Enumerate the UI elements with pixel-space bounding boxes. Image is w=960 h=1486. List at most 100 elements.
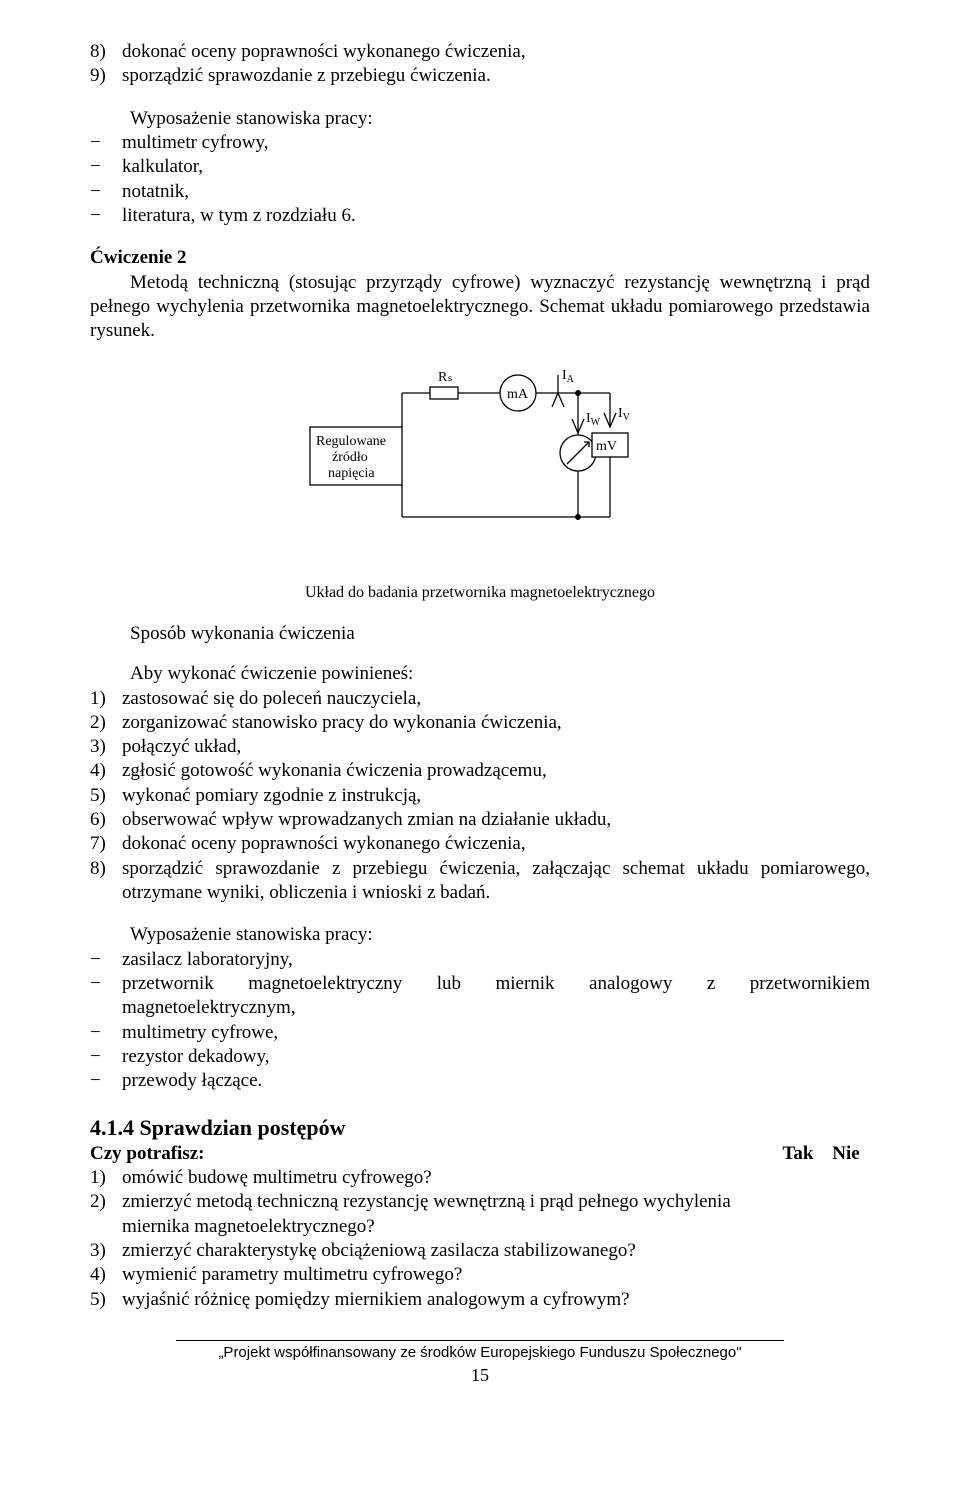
diagram-source-line1: Regulowane — [316, 434, 386, 449]
list-text: multimetry cyfrowe, — [122, 1021, 278, 1045]
list-number: 1) — [90, 1166, 122, 1190]
czy-label: Czy potrafisz: — [90, 1142, 774, 1166]
list-item: 8)sporządzić sprawozdanie z przebiegu ćw… — [90, 857, 870, 906]
list-text: dokonać oceny poprawności wykonanego ćwi… — [122, 832, 526, 856]
list-item: −multimetry cyfrowe, — [90, 1021, 870, 1045]
list-number: 9) — [90, 64, 122, 88]
list-item: 2)zorganizować stanowisko pracy do wykon… — [90, 711, 870, 735]
footer-text: „Projekt współfinansowany ze środków Eur… — [90, 1343, 870, 1362]
check-row: 3) zmierzyć charakterystykę obciążeniową… — [90, 1239, 870, 1263]
check-rows: 1) omówić budowę multimetru cyfrowego? 2… — [90, 1166, 870, 1312]
list-item: 7)dokonać oceny poprawności wykonanego ć… — [90, 832, 870, 856]
page-footer: „Projekt współfinansowany ze środków Eur… — [90, 1340, 870, 1387]
checkbox-icon — [791, 1218, 805, 1232]
dash-icon: − — [90, 180, 122, 204]
tak-label: Tak — [774, 1142, 822, 1166]
list-item: − notatnik, — [90, 180, 870, 204]
footer-divider — [176, 1340, 784, 1341]
diagram-source-line3: napięcia — [328, 466, 375, 481]
dash-icon: − — [90, 948, 122, 972]
check-text: wyjaśnić różnicę pomiędzy miernikiem ana… — [122, 1288, 774, 1312]
list-number: 2) — [90, 1190, 122, 1214]
list-number: 8) — [90, 857, 122, 906]
document-page: 8) dokonać oceny poprawności wykonanego … — [0, 0, 960, 1407]
equipment-heading-2: Wyposażenie stanowiska pracy: — [90, 923, 870, 947]
list-number: 4) — [90, 1263, 122, 1287]
list-item: −zasilacz laboratoryjny, — [90, 948, 870, 972]
dash-icon: − — [90, 1045, 122, 1069]
list-item: − multimetr cyfrowy, — [90, 131, 870, 155]
dash-icon: − — [90, 204, 122, 228]
list-number: 2) — [90, 711, 122, 735]
list-text: dokonać oceny poprawności wykonanego ćwi… — [122, 40, 526, 64]
list-item: 8) dokonać oceny poprawności wykonanego … — [90, 40, 870, 64]
dash-icon: − — [90, 155, 122, 179]
list-item: 1)zastosować się do poleceń nauczyciela, — [90, 687, 870, 711]
diagram-source-line2: źródło — [332, 450, 368, 465]
list-text: sporządzić sprawozdanie z przebiegu ćwic… — [122, 64, 491, 88]
list-text: obserwować wpływ wprowadzanych zmian na … — [122, 808, 611, 832]
dash-icon: − — [90, 131, 122, 155]
checkbox-icon — [839, 1291, 853, 1305]
list-item: 3)połączyć układ, — [90, 735, 870, 759]
checkbox-icon — [791, 1242, 805, 1256]
list-item: 4)zgłosić gotowość wykonania ćwiczenia p… — [90, 759, 870, 783]
equipment-list-2: −zasilacz laboratoryjny, −przetwornik ma… — [90, 948, 870, 1094]
list-text: literatura, w tym z rozdziału 6. — [122, 204, 356, 228]
list-number: 5) — [90, 784, 122, 808]
top-numbered-list: 8) dokonać oceny poprawności wykonanego … — [90, 40, 870, 89]
sprawdzian-title: 4.1.4 Sprawdzian postępów — [90, 1114, 870, 1142]
checkbox-icon — [839, 1218, 853, 1232]
diagram-label-iv: IV — [618, 406, 631, 423]
diagram-label-rs: Rₛ — [438, 370, 453, 385]
list-text: połączyć układ, — [122, 735, 241, 759]
list-item: 6)obserwować wpływ wprowadzanych zmian n… — [90, 808, 870, 832]
check-row: 1) omówić budowę multimetru cyfrowego? — [90, 1166, 870, 1190]
checkbox-icon — [839, 1242, 853, 1256]
check-row: 4) wymienić parametry multimetru cyfrowe… — [90, 1263, 870, 1287]
dash-icon: − — [90, 972, 122, 1021]
circuit-diagram: Rₛ mA IA IW IV mV Regulowane źródło napi… — [90, 357, 870, 557]
list-text: zasilacz laboratoryjny, — [122, 948, 293, 972]
list-text: notatnik, — [122, 180, 189, 204]
list-text: przewody łączące. — [122, 1069, 262, 1093]
check-text: zmierzyć metodą techniczną rezystancję w… — [122, 1190, 774, 1239]
list-item: −rezystor dekadowy, — [90, 1045, 870, 1069]
list-number: 1) — [90, 687, 122, 711]
check-text: zmierzyć charakterystykę obciążeniową za… — [122, 1239, 774, 1263]
list-number: 7) — [90, 832, 122, 856]
list-number: 5) — [90, 1288, 122, 1312]
check-text: omówić budowę multimetru cyfrowego? — [122, 1166, 774, 1190]
diagram-caption: Układ do badania przetwornika magnetoele… — [90, 583, 870, 603]
dash-icon: − — [90, 1069, 122, 1093]
aby-list: 1)zastosować się do poleceń nauczyciela,… — [90, 687, 870, 906]
diagram-label-iw: IW — [586, 411, 601, 428]
diagram-label-ma: mA — [507, 387, 529, 402]
list-item: 5)wykonać pomiary zgodnie z instrukcją, — [90, 784, 870, 808]
check-text: wymienić parametry multimetru cyfrowego? — [122, 1263, 774, 1287]
dash-icon: − — [90, 1021, 122, 1045]
list-text: sporządzić sprawozdanie z przebiegu ćwic… — [122, 857, 870, 906]
list-text: multimetr cyfrowy, — [122, 131, 269, 155]
list-item: −przewody łączące. — [90, 1069, 870, 1093]
list-text: przetwornik magnetoelektryczny lub miern… — [122, 972, 870, 1021]
list-number: 8) — [90, 40, 122, 64]
list-item: − kalkulator, — [90, 155, 870, 179]
aby-lead: Aby wykonać ćwiczenie powinieneś: — [90, 662, 870, 686]
nie-label: Nie — [822, 1142, 870, 1166]
list-item: −przetwornik magnetoelektryczny lub mier… — [90, 972, 870, 1021]
list-number: 6) — [90, 808, 122, 832]
list-text: zorganizować stanowisko pracy do wykonan… — [122, 711, 562, 735]
check-row: 2) zmierzyć metodą techniczną rezystancj… — [90, 1190, 870, 1239]
check-header: Czy potrafisz: Tak Nie — [90, 1142, 870, 1166]
checkbox-icon — [839, 1169, 853, 1183]
diagram-label-ia: IA — [562, 368, 575, 385]
page-number: 15 — [90, 1364, 870, 1387]
list-text: zgłosić gotowość wykonania ćwiczenia pro… — [122, 759, 547, 783]
list-text: kalkulator, — [122, 155, 203, 179]
diagram-label-mv: mV — [596, 439, 617, 454]
method-heading: Sposób wykonania ćwiczenia — [130, 622, 870, 646]
checkbox-icon — [839, 1266, 853, 1280]
equipment-list-1: − multimetr cyfrowy, − kalkulator, − not… — [90, 131, 870, 228]
check-row: 5) wyjaśnić różnicę pomiędzy miernikiem … — [90, 1288, 870, 1312]
